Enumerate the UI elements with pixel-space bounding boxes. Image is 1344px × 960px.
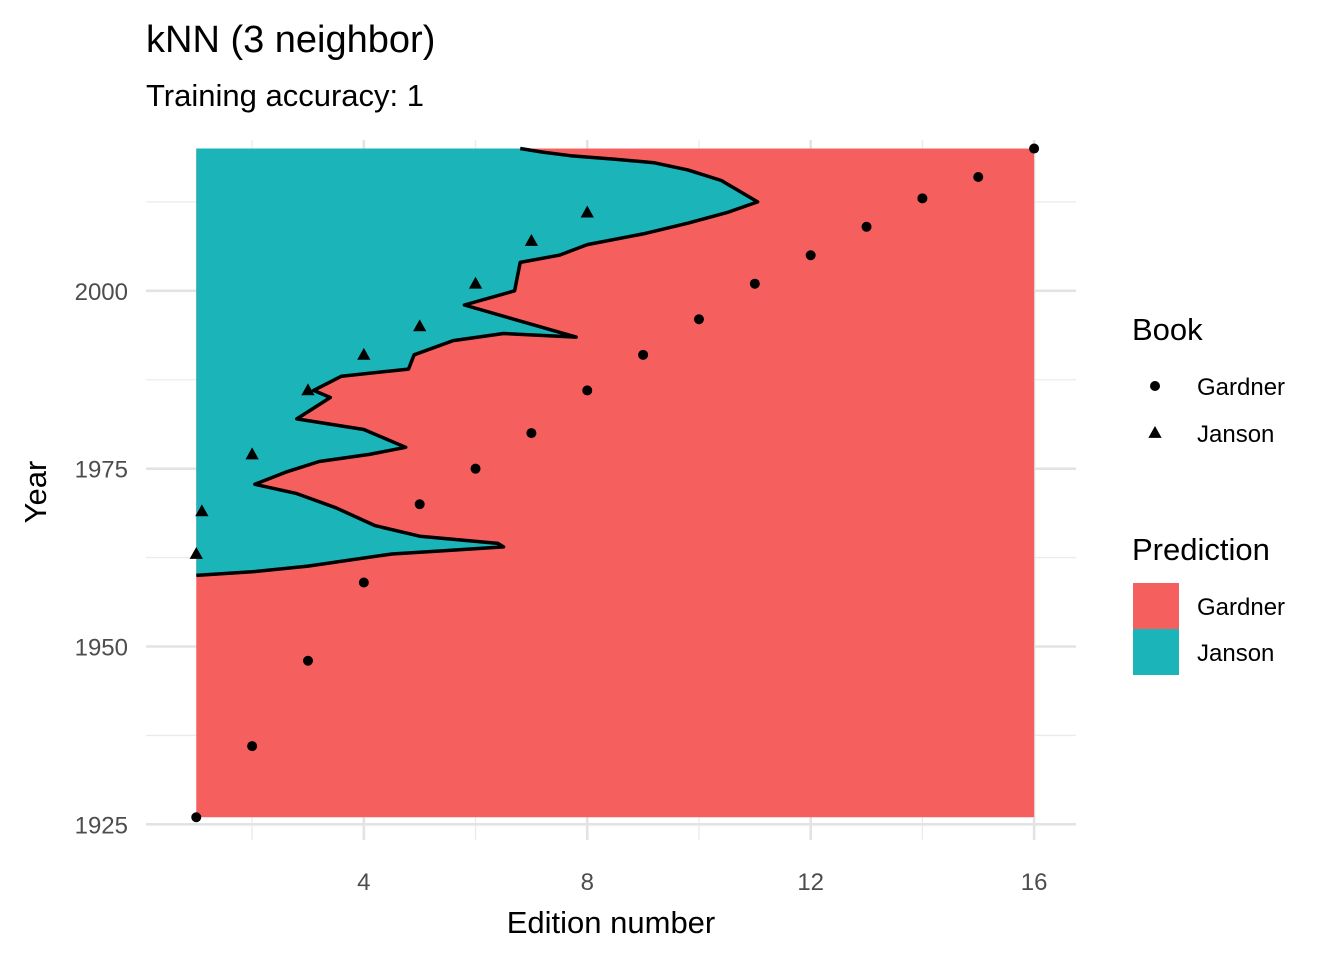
point-gardner [526,428,537,439]
point-janson [301,383,315,396]
x-tick-label: 4 [357,869,370,896]
legend-key-swatch [1133,583,1179,629]
point-gardner [191,812,202,823]
point-gardner [638,349,649,360]
point-janson [357,347,371,360]
point-janson [195,504,209,517]
x-tick-label: 16 [1021,869,1048,896]
legend-key-swatch [1133,629,1179,675]
point-gardner [358,577,369,588]
point-gardner [1029,143,1040,154]
legend-title-book: Book [1132,312,1203,347]
legend-label: Gardner [1197,594,1285,621]
point-gardner [247,741,258,752]
legend-title-prediction: Prediction [1132,532,1270,567]
legend-label: Janson [1197,421,1274,448]
point-janson [189,547,203,559]
point-gardner [414,499,425,510]
decision-boundary [196,146,760,578]
point-janson [524,234,539,246]
x-tick-label: 8 [581,869,594,896]
point-gardner [470,463,481,474]
region-janson [196,148,758,576]
point-gardner [917,193,928,204]
y-tick-label: 1950 [75,635,128,662]
axis-ticks: 4 8 12 16 1925 1950 1975 2000 [75,279,1048,896]
legend: Book Gardner Janson Prediction Gardner Janson [1132,312,1285,675]
legend-label: Janson [1197,640,1274,667]
y-tick-label: 1975 [75,457,128,484]
point-gardner [805,250,816,261]
x-tick-label: 12 [797,869,824,896]
legend-label: Gardner [1197,374,1285,401]
chart-subtitle: Training accuracy: 1 [146,78,424,113]
point-gardner [302,655,313,666]
y-tick-label: 2000 [75,279,128,306]
point-gardner [861,221,872,232]
legend-key-triangle [1148,426,1162,438]
point-janson [468,276,483,289]
chart-title: kNN (3 neighbor) [146,19,435,61]
point-gardner [749,278,760,289]
data-points [189,143,1040,823]
point-gardner [582,385,593,396]
point-janson [580,205,594,218]
y-axis-title: Year [18,461,53,524]
y-tick-label: 1925 [75,812,128,839]
point-gardner [973,171,984,182]
point-janson [413,319,427,332]
x-axis-title: Edition number [507,905,716,940]
point-gardner [693,314,704,325]
point-janson [245,447,259,460]
prediction-regions [196,146,1035,818]
legend-key-circle [1150,381,1160,391]
